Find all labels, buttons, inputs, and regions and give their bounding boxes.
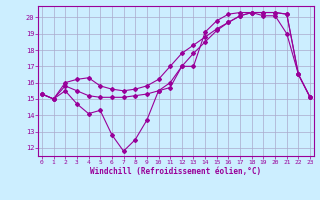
X-axis label: Windchill (Refroidissement éolien,°C): Windchill (Refroidissement éolien,°C) — [91, 167, 261, 176]
